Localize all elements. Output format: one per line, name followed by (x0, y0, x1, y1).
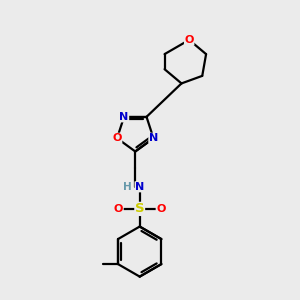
Text: N: N (119, 112, 129, 122)
Text: O: O (184, 35, 194, 45)
Text: O: O (156, 204, 166, 214)
Text: N: N (149, 133, 158, 143)
Text: O: O (114, 204, 123, 214)
Text: S: S (135, 202, 145, 215)
Text: O: O (112, 133, 122, 143)
Text: H: H (123, 182, 131, 192)
Text: N: N (135, 182, 144, 192)
